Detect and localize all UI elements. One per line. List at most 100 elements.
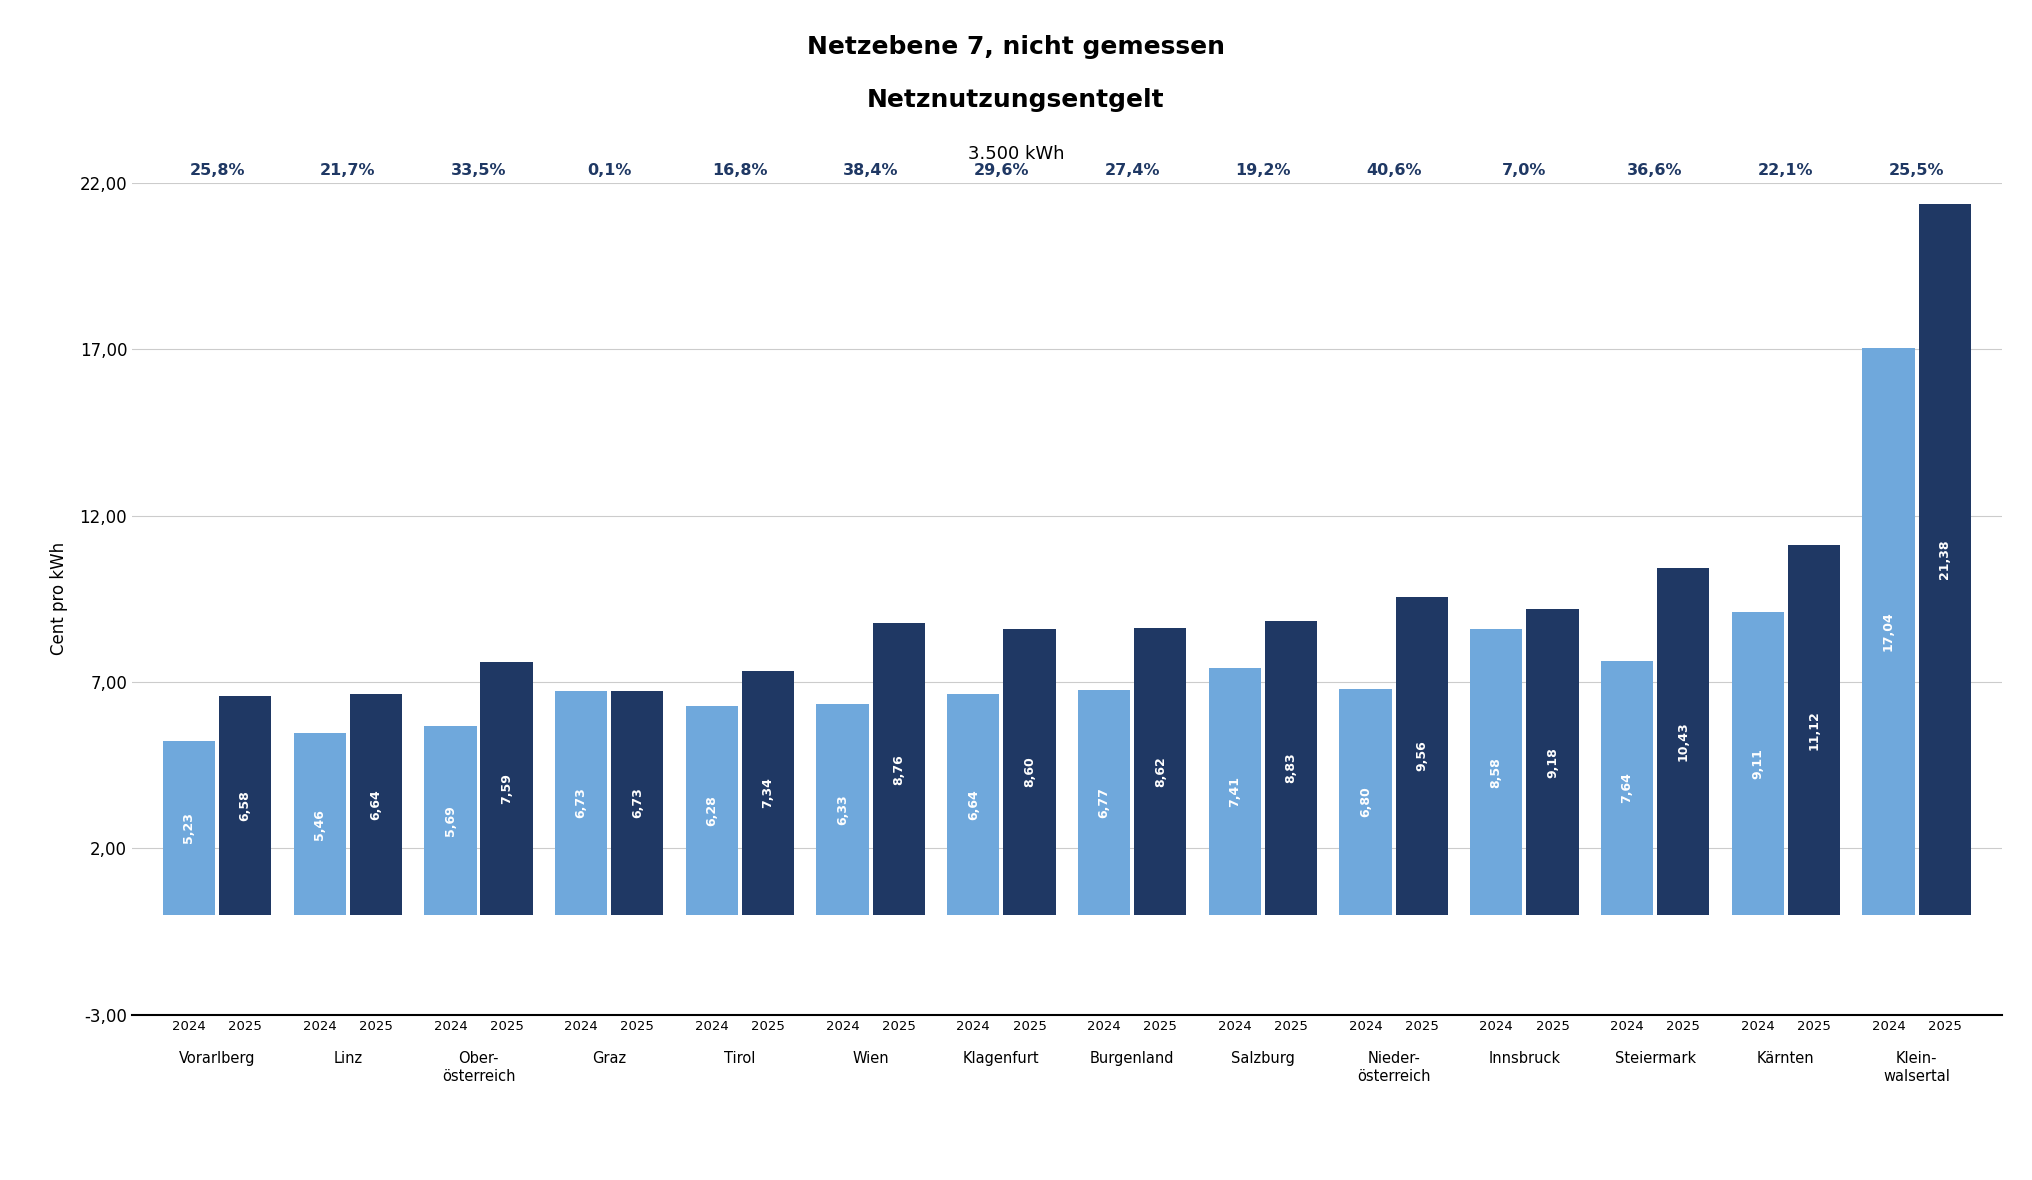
Text: 6,80: 6,80	[1359, 786, 1372, 818]
Text: 22,1%: 22,1%	[1758, 163, 1815, 178]
Text: Linz: Linz	[333, 1051, 362, 1067]
Text: 2025: 2025	[228, 1020, 262, 1032]
Text: 2025: 2025	[1666, 1020, 1701, 1032]
Text: Innsbruck: Innsbruck	[1487, 1051, 1561, 1067]
Text: Klein-
walsertal: Klein- walsertal	[1884, 1051, 1951, 1083]
Text: Steiermark: Steiermark	[1615, 1051, 1695, 1067]
Text: 6,77: 6,77	[1097, 787, 1112, 818]
Text: 6,73: 6,73	[575, 787, 587, 819]
Text: 7,34: 7,34	[762, 778, 774, 808]
Text: Graz: Graz	[591, 1051, 626, 1067]
Text: 2025: 2025	[490, 1020, 524, 1032]
Text: 25,8%: 25,8%	[189, 163, 244, 178]
Bar	[1209, 668, 1262, 914]
Bar	[1731, 611, 1784, 914]
Text: 21,7%: 21,7%	[319, 163, 376, 178]
Text: 2025: 2025	[620, 1020, 654, 1032]
Bar	[1077, 689, 1130, 915]
Text: 2025: 2025	[1404, 1020, 1439, 1032]
Text: 8,83: 8,83	[1284, 753, 1298, 784]
Bar	[1918, 203, 1971, 914]
Bar	[425, 726, 478, 915]
Text: Vorarlberg: Vorarlberg	[179, 1051, 256, 1067]
Bar	[1134, 628, 1187, 914]
Text: 2024: 2024	[1217, 1020, 1252, 1032]
Text: 25,5%: 25,5%	[1890, 163, 1945, 178]
Text: 0,1%: 0,1%	[587, 163, 632, 178]
Text: 5,69: 5,69	[443, 805, 457, 835]
Text: 33,5%: 33,5%	[451, 163, 506, 178]
Text: 2025: 2025	[882, 1020, 916, 1032]
Text: 2024: 2024	[1349, 1020, 1382, 1032]
Text: Tirol: Tirol	[723, 1051, 756, 1067]
Bar	[1526, 610, 1579, 914]
Text: 6,33: 6,33	[835, 794, 849, 825]
Text: 9,18: 9,18	[1546, 747, 1559, 778]
Text: 36,6%: 36,6%	[1628, 163, 1682, 178]
Text: 2025: 2025	[1928, 1020, 1961, 1032]
Bar	[685, 706, 738, 914]
Text: 8,76: 8,76	[892, 754, 906, 785]
Text: 10,43: 10,43	[1676, 722, 1691, 761]
Text: 2024: 2024	[173, 1020, 205, 1032]
Bar	[1861, 348, 1914, 914]
Text: 7,0%: 7,0%	[1502, 163, 1546, 178]
Text: 6,58: 6,58	[238, 791, 252, 821]
Text: 2024: 2024	[957, 1020, 990, 1032]
Text: 16,8%: 16,8%	[713, 163, 768, 178]
Bar	[1788, 545, 1841, 914]
Text: 2024: 2024	[565, 1020, 597, 1032]
Bar	[350, 694, 402, 914]
Bar	[1339, 689, 1392, 915]
Text: 2024: 2024	[1741, 1020, 1774, 1032]
Text: 6,64: 6,64	[370, 789, 382, 820]
Bar	[612, 691, 664, 914]
Text: 9,11: 9,11	[1752, 748, 1764, 779]
Text: 8,60: 8,60	[1022, 756, 1036, 787]
Text: 2024: 2024	[825, 1020, 860, 1032]
Text: 40,6%: 40,6%	[1366, 163, 1420, 178]
Text: 2025: 2025	[1144, 1020, 1177, 1032]
Text: 7,59: 7,59	[500, 773, 514, 804]
Text: Netznutzungsentgelt: Netznutzungsentgelt	[868, 88, 1164, 112]
Text: Kärnten: Kärnten	[1758, 1051, 1815, 1067]
Text: 2024: 2024	[303, 1020, 337, 1032]
Y-axis label: Cent pro kWh: Cent pro kWh	[51, 543, 69, 655]
Text: 2024: 2024	[433, 1020, 467, 1032]
Bar	[1396, 597, 1449, 914]
Text: 2024: 2024	[1609, 1020, 1644, 1032]
Text: 6,64: 6,64	[967, 789, 979, 820]
Text: 2025: 2025	[1012, 1020, 1046, 1032]
Text: 17,04: 17,04	[1882, 611, 1896, 651]
Text: 6,28: 6,28	[705, 795, 719, 826]
Text: 21,38: 21,38	[1939, 539, 1951, 579]
Text: 38,4%: 38,4%	[843, 163, 898, 178]
Bar	[872, 623, 925, 914]
Text: Salzburg: Salzburg	[1231, 1051, 1294, 1067]
Bar	[1004, 629, 1057, 914]
Text: 2025: 2025	[752, 1020, 784, 1032]
Bar	[817, 704, 870, 914]
Text: Klagenfurt: Klagenfurt	[963, 1051, 1040, 1067]
Text: 2024: 2024	[1479, 1020, 1514, 1032]
Bar	[1469, 629, 1522, 914]
Text: 29,6%: 29,6%	[973, 163, 1028, 178]
Bar	[1656, 568, 1709, 914]
Text: 5,46: 5,46	[313, 808, 327, 839]
Text: 3.500 kWh: 3.500 kWh	[967, 145, 1065, 163]
Text: 2024: 2024	[695, 1020, 729, 1032]
Text: 2024: 2024	[1087, 1020, 1122, 1032]
Text: 19,2%: 19,2%	[1235, 163, 1290, 178]
Text: 27,4%: 27,4%	[1105, 163, 1160, 178]
Text: 7,41: 7,41	[1227, 776, 1242, 807]
Bar	[1601, 661, 1654, 914]
Text: Ober-
österreich: Ober- österreich	[441, 1051, 516, 1083]
Text: 2025: 2025	[1536, 1020, 1569, 1032]
Bar	[1264, 621, 1317, 914]
Bar	[947, 694, 1000, 914]
Bar	[742, 670, 795, 914]
Text: 9,56: 9,56	[1414, 741, 1428, 772]
Text: 2025: 2025	[360, 1020, 392, 1032]
Text: Wien: Wien	[851, 1051, 890, 1067]
Text: 6,73: 6,73	[630, 787, 644, 819]
